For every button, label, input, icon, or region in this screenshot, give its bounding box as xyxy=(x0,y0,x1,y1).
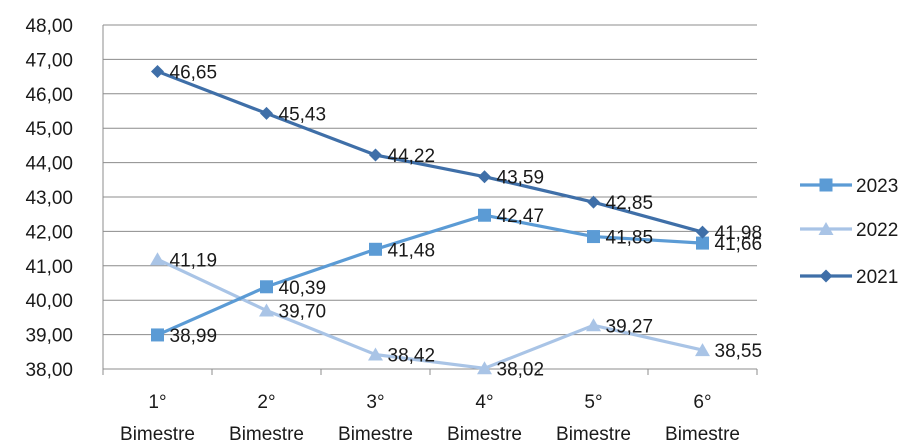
y-tick-label: 41,00 xyxy=(25,257,73,278)
y-tick-label: 40,00 xyxy=(25,291,73,312)
legend-label-2021: 2021 xyxy=(856,267,898,288)
data-labels: 38,99 40,39 41,48 42,47 41,85 41,66 41,19 39,70… xyxy=(170,62,763,380)
y-tick-label: 48,00 xyxy=(25,16,73,37)
x-tick-label-number: 3° xyxy=(366,392,384,413)
x-tick-label-word: Bimestre xyxy=(556,424,631,445)
data-label-2022: 39,70 xyxy=(279,302,327,323)
data-label-2022: 39,27 xyxy=(606,316,654,337)
x-tick-label-word: Bimestre xyxy=(229,424,304,445)
data-label-2022: 38,55 xyxy=(715,341,763,362)
data-label-2023: 41,66 xyxy=(715,234,763,255)
x-tick-label-number: 5° xyxy=(584,392,602,413)
y-axis-tick-labels: 38,00 39,00 40,00 41,00 42,00 43,00 44,00 45,00… xyxy=(25,16,73,381)
data-point-2023 xyxy=(587,230,600,244)
series-line-2023 xyxy=(156,213,703,337)
legend-label-2022: 2022 xyxy=(856,220,898,241)
data-label-2023: 38,99 xyxy=(170,326,218,347)
data-label-2023: 41,85 xyxy=(606,228,654,249)
x-tick-label-number: 1° xyxy=(148,392,166,413)
series-line-2021 xyxy=(156,69,703,234)
data-point-2021 xyxy=(478,170,491,184)
data-label-2023: 40,39 xyxy=(279,278,327,299)
data-point-2022 xyxy=(150,252,165,266)
legend-marker-2021 xyxy=(819,269,833,283)
data-point-2021 xyxy=(369,148,382,162)
data-label-2021: 44,22 xyxy=(388,146,436,167)
y-tick-label: 47,00 xyxy=(25,50,73,71)
data-label-2021: 45,43 xyxy=(279,104,327,125)
data-label-2022: 41,19 xyxy=(170,250,218,271)
series-markers xyxy=(150,64,710,375)
data-point-2022 xyxy=(586,318,601,332)
data-point-2023 xyxy=(260,280,273,294)
data-point-2023 xyxy=(151,328,164,342)
data-label-2021: 43,59 xyxy=(497,168,545,189)
data-point-2023 xyxy=(478,208,491,222)
x-tick-label-word: Bimestre xyxy=(120,424,195,445)
legend-marker-2023 xyxy=(819,178,833,192)
x-tick-label-number: 4° xyxy=(475,392,493,413)
legend-label-2023: 2023 xyxy=(856,176,898,197)
data-label-2023: 42,47 xyxy=(497,206,545,227)
data-label-2021: 41,98 xyxy=(715,223,763,244)
y-tick-label: 45,00 xyxy=(25,119,73,140)
data-point-2021 xyxy=(587,195,600,209)
y-tick-label: 43,00 xyxy=(25,188,73,209)
legend-marker-2022 xyxy=(818,222,834,235)
x-tick-label-word: Bimestre xyxy=(338,424,413,445)
data-point-2023 xyxy=(369,242,382,256)
data-point-2022 xyxy=(477,361,492,375)
legend: 2023 2022 2021 xyxy=(800,176,898,288)
y-tick-label: 42,00 xyxy=(25,222,73,243)
x-tick-label-number: 2° xyxy=(257,392,275,413)
x-axis-tick-labels: 1° Bimestre 2° Bimestre 3° Bimestre 4° Bimestre… xyxy=(120,392,740,445)
y-tick-label: 39,00 xyxy=(25,326,73,347)
x-tick-label-word: Bimestre xyxy=(665,424,740,445)
data-point-2021 xyxy=(151,64,164,78)
data-point-2022 xyxy=(259,303,274,317)
data-label-2022: 38,02 xyxy=(497,359,545,380)
data-label-2023: 41,48 xyxy=(388,240,436,261)
series-lines xyxy=(156,69,703,370)
y-tick-label: 46,00 xyxy=(25,85,73,106)
data-point-2023 xyxy=(696,236,709,250)
data-label-2022: 38,42 xyxy=(388,346,436,367)
series-line-2022 xyxy=(156,257,703,370)
y-tick-label: 38,00 xyxy=(25,360,73,381)
data-point-2022 xyxy=(695,343,710,357)
data-point-2021 xyxy=(260,106,273,120)
x-tick-label-number: 6° xyxy=(693,392,711,413)
x-tick-label-word: Bimestre xyxy=(447,424,522,445)
y-tick-label: 44,00 xyxy=(25,154,73,175)
data-point-2021 xyxy=(696,225,709,239)
data-point-2022 xyxy=(368,347,383,361)
data-label-2021: 46,65 xyxy=(170,62,218,83)
data-label-2021: 42,85 xyxy=(606,193,654,214)
axes xyxy=(102,25,758,375)
